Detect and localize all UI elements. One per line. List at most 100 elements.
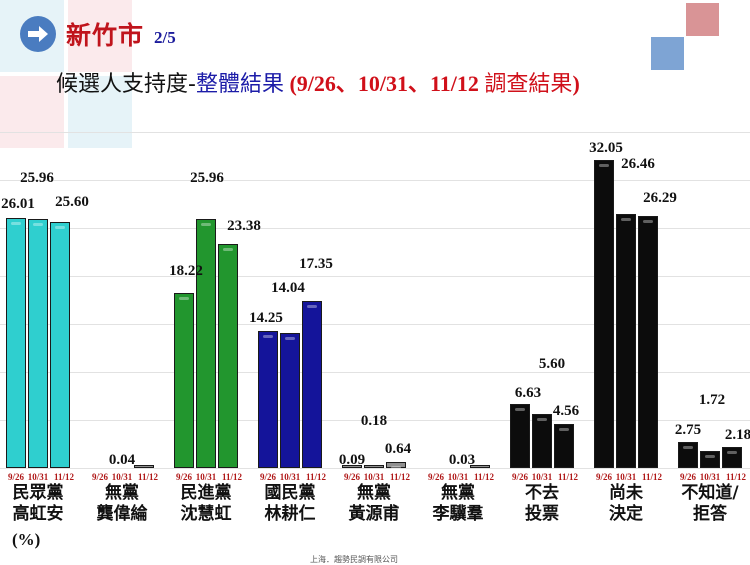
value-label: 1.72 (698, 392, 726, 408)
category-label: 無黨 黃源甫 (349, 483, 400, 525)
survey-date-label: 11/12 (725, 472, 747, 482)
data-bar (470, 465, 490, 472)
data-bar (218, 243, 238, 468)
survey-date-label: 10/31 (447, 472, 469, 482)
category-label-line1: 無黨 (441, 483, 475, 503)
category-label-line1: 國民黨 (264, 483, 316, 503)
data-bar (722, 447, 742, 468)
value-label: 0.03 (448, 452, 476, 468)
data-bar (134, 465, 154, 472)
data-bar (174, 293, 194, 468)
survey-date-label: 11/12 (473, 472, 495, 482)
value-label: 0.04 (108, 452, 136, 468)
survey-date-label: 11/12 (389, 472, 411, 482)
gridline (0, 420, 750, 421)
subtitle-part-1: 候選人支持度- (56, 72, 196, 97)
source-note: 上海．趨勢民調有限公司 (310, 555, 398, 564)
survey-date-label: 9/26 (595, 472, 613, 482)
category-label-line2: 黃源甫 (348, 504, 400, 524)
category-label-line2: 龔偉綸 (96, 504, 148, 524)
survey-date-label: 11/12 (137, 472, 159, 482)
value-label: 14.25 (249, 310, 283, 326)
survey-date-label: 10/31 (279, 472, 301, 482)
value-label: 23.38 (227, 218, 261, 234)
survey-date-label: 10/31 (363, 472, 385, 482)
decor-square-lightpink-2 (0, 76, 64, 148)
data-bar (6, 218, 26, 468)
category-label-line2: 林耕仁 (264, 504, 316, 524)
data-bar (302, 301, 322, 468)
category-label-line2: 沈慧虹 (180, 504, 232, 524)
value-label: 32.05 (589, 140, 623, 156)
subtitle-part-5: ) (572, 71, 580, 96)
data-bar (594, 160, 614, 468)
category-label: 無黨 李驥羣 (433, 483, 484, 525)
category-label-line2: 拒答 (693, 504, 727, 524)
subtitle-part-4: 調查結果 (484, 72, 573, 97)
data-bar (510, 404, 530, 468)
survey-date-label: 10/31 (615, 472, 637, 482)
survey-date-label: 9/26 (91, 472, 109, 482)
value-label: 26.01 (1, 196, 35, 212)
value-label: 4.56 (552, 403, 580, 419)
value-label: 25.96 (190, 170, 224, 186)
title-row: 新竹市 2/5 (20, 14, 176, 54)
value-label: 0.09 (338, 452, 366, 468)
data-bar (386, 461, 406, 470)
survey-date-label: 10/31 (27, 472, 49, 482)
decor-square-lightpink (68, 0, 132, 72)
survey-date-label: 11/12 (221, 472, 243, 482)
data-bar (196, 218, 216, 468)
data-bar (364, 465, 384, 472)
value-label: 18.22 (169, 263, 203, 279)
gridline (0, 276, 750, 277)
value-label: 2.75 (674, 422, 702, 438)
chart-subtitle: 候選人支持度-整體結果 (9/26、10/31、11/12 調查結果) (56, 66, 580, 98)
survey-date-label: 11/12 (53, 472, 75, 482)
survey-date-label: 11/12 (557, 472, 579, 482)
gridline (0, 324, 750, 325)
data-bar (258, 331, 278, 468)
category-label-line1: 無黨 (105, 483, 139, 503)
survey-date-label: 10/31 (111, 472, 133, 482)
value-label: 25.60 (55, 194, 89, 210)
subtitle-part-3: (9/26、10/31、11/12 (283, 71, 485, 96)
survey-date-label: 9/26 (7, 472, 25, 482)
value-label: 2.18 (724, 427, 750, 443)
decor-square-red (686, 3, 719, 36)
category-label-line1: 民眾黨 (12, 483, 64, 503)
data-bar (342, 465, 362, 472)
page-number: 2/5 (154, 28, 176, 47)
decor-square-blue (651, 37, 684, 70)
category-label: 民進黨 沈慧虹 (181, 483, 232, 525)
survey-date-label: 10/31 (195, 472, 217, 482)
value-label: 6.63 (514, 385, 542, 401)
value-label: 0.18 (360, 413, 388, 429)
category-label-line1: 無黨 (357, 483, 391, 503)
category-label: 民眾黨 高虹安 (13, 483, 64, 525)
subtitle-part-2: 整體結果 (195, 72, 284, 97)
survey-date-label: 10/31 (699, 472, 721, 482)
value-label: 26.29 (643, 190, 677, 206)
value-label: 17.35 (299, 256, 333, 272)
gridline (0, 372, 750, 373)
category-label-line2: 高虹安 (12, 504, 64, 524)
data-bar (638, 215, 658, 468)
survey-date-label: 9/26 (175, 472, 193, 482)
city-title: 新竹市 (66, 21, 145, 50)
data-bar (532, 414, 552, 468)
unit-label: (%) (12, 530, 41, 549)
category-label-line2: 李驥羣 (432, 504, 484, 524)
gridline (0, 180, 750, 181)
survey-date-label: 9/26 (259, 472, 277, 482)
category-label: 國民黨 林耕仁 (265, 483, 316, 525)
arrow-right-circle-icon (20, 16, 56, 52)
survey-date-label: 9/26 (343, 472, 361, 482)
data-bar (700, 451, 720, 468)
category-label-line1: 不知道/ (681, 483, 739, 503)
baseline (0, 468, 750, 469)
data-bar (554, 424, 574, 468)
value-label: 26.46 (621, 156, 655, 172)
data-bar (678, 441, 698, 468)
category-label-line1: 民進黨 (180, 483, 232, 503)
